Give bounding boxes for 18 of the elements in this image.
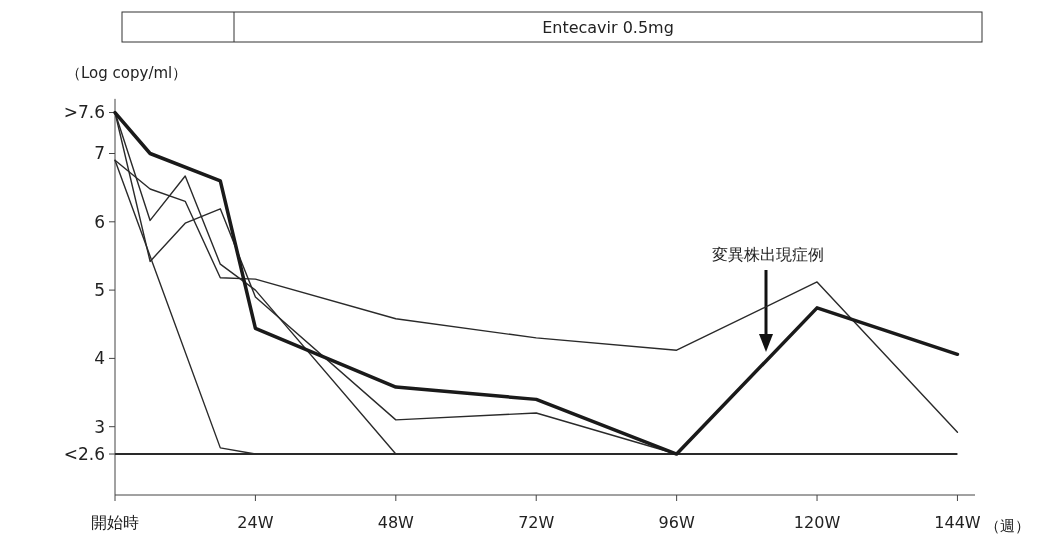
x-tick-label: 48W [377,513,415,532]
x-tick-label: 開始時 [91,513,139,532]
y-tick-label: 6 [94,211,105,232]
y-tick-label: 4 [94,348,105,369]
annotation: 変異株出現症例 [712,245,824,264]
x-tick-label: 144W [934,513,981,532]
x-tick-label: 120W [793,513,841,532]
y-tick-label: 3 [94,416,105,437]
x-tick-label: 24W [237,513,274,532]
x-tick-label: 96W [658,513,695,532]
y-tick-label: >7.6 [63,102,105,123]
x-axis-title: （週） [985,517,1030,535]
y-axis-title: （Log copy/ml） [66,64,188,82]
y-tick-label: 7 [94,143,105,164]
text: Entecavir 0.5mg [542,18,674,37]
y-tick-label: 5 [94,280,105,301]
y-tick-label: <2.6 [63,443,105,464]
x-tick-label: 72W [518,513,555,532]
